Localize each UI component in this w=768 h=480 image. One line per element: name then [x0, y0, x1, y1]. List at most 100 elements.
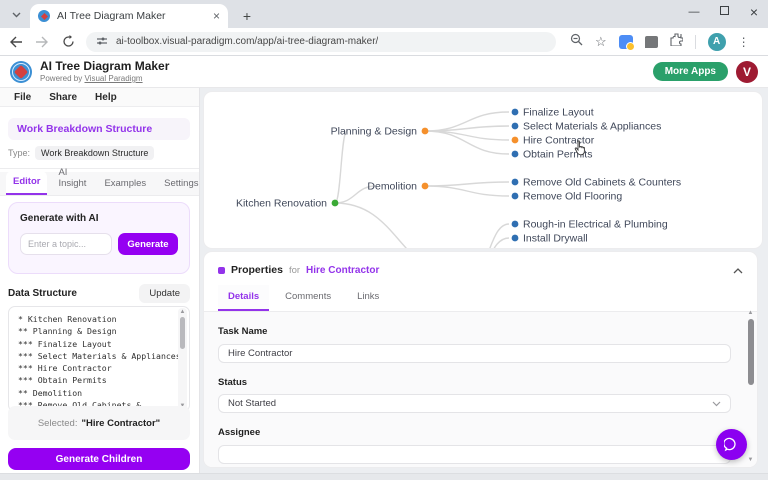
user-avatar[interactable]: V [736, 60, 758, 83]
tree-node-label[interactable]: Remove Old Flooring [523, 191, 622, 203]
app-title: AI Tree Diagram Maker [40, 59, 170, 74]
tree-node-label[interactable]: Demolition [367, 181, 417, 193]
assignee-input[interactable] [218, 445, 731, 464]
extension-blue-icon[interactable] [618, 34, 635, 51]
window-maximize-icon[interactable] [718, 6, 730, 18]
type-row: Type: Work Breakdown Structure [8, 146, 155, 160]
tab-links[interactable]: Links [357, 291, 380, 302]
divider [0, 168, 199, 169]
tree-node-dot[interactable] [511, 234, 519, 242]
tab-ai-insight[interactable]: AI Insight [58, 167, 87, 189]
bookmark-star-icon[interactable]: ☆ [595, 34, 607, 49]
tree-node-dot[interactable] [421, 127, 429, 135]
tree-node-label[interactable]: Remove Old Cabinets & Counters [523, 177, 681, 189]
properties-scrollbar[interactable]: ▲ ▼ [746, 310, 755, 463]
tree-node-label[interactable]: Select Materials & Appliances [523, 121, 661, 133]
tree-node-dot[interactable] [511, 192, 519, 200]
generate-button[interactable]: Generate [118, 233, 178, 255]
tree-node-label[interactable]: Obtain Permits [523, 149, 592, 161]
data-line: *** Hire Contractor [18, 363, 112, 374]
properties-bullet-icon [218, 266, 225, 274]
tree-node-dot[interactable] [331, 199, 339, 207]
tree-node-dot[interactable] [511, 122, 519, 130]
window-close-icon[interactable]: × [749, 4, 759, 20]
new-tab-button[interactable]: + [242, 8, 252, 24]
browser-menu-icon[interactable]: ⋮ [737, 34, 750, 49]
tab-list-chevron-icon[interactable] [6, 6, 26, 23]
window-minimize-icon[interactable]: — [688, 6, 700, 18]
data-line: * Kitchen Renovation [18, 314, 117, 324]
data-structure-label: Data Structure [8, 288, 77, 299]
address-bar[interactable]: ai-toolbox.visual-paradigm.com/app/ai-tr… [86, 31, 556, 52]
collapse-chevron-icon[interactable] [733, 261, 743, 279]
tab-comments[interactable]: Comments [285, 291, 332, 302]
tab-settings[interactable]: Settings [164, 178, 199, 189]
extension-grey-icon[interactable] [644, 35, 658, 48]
data-line: *** Remove Old Cabinets & [18, 399, 177, 411]
powered-by: Powered by Visual Paradigm [40, 74, 169, 83]
tree-node-label[interactable]: Hire Contractor [523, 135, 595, 147]
menu-share[interactable]: Share [49, 91, 78, 103]
menu-help[interactable]: Help [95, 91, 117, 103]
type-label: Type: [8, 148, 31, 158]
back-icon[interactable] [8, 34, 24, 50]
properties-header: Properties for Hire Contractor [204, 252, 757, 283]
tree-node-dot[interactable] [511, 108, 519, 116]
task-name-input[interactable] [218, 344, 731, 363]
type-value: Work Breakdown Structure [35, 146, 155, 160]
tree-node-label[interactable]: Planning & Design [331, 126, 418, 138]
browser-toolbar: ai-toolbox.visual-paradigm.com/app/ai-tr… [0, 28, 768, 56]
properties-panel: Properties for Hire Contractor Details C… [204, 252, 757, 467]
status-value: Not Started [228, 398, 277, 409]
properties-form: Task Name Status Not Started Assignee [204, 312, 757, 467]
scrollbar-thumb[interactable] [180, 317, 185, 349]
properties-target: Hire Contractor [306, 264, 380, 276]
chat-fab-button[interactable] [716, 429, 747, 460]
site-settings-icon[interactable] [96, 33, 108, 51]
forward-icon[interactable] [34, 34, 50, 50]
document-title[interactable]: Work Breakdown Structure [8, 118, 190, 140]
browser-tab-strip: AI Tree Diagram Maker × + — × [0, 0, 768, 28]
tree-node-dot[interactable] [511, 136, 519, 144]
tree-node-label[interactable]: Install Drywall [523, 233, 588, 245]
reload-icon[interactable] [60, 34, 76, 50]
scrollbar-thumb[interactable] [747, 319, 754, 385]
zoom-out-icon[interactable] [570, 33, 583, 51]
browser-tab[interactable]: AI Tree Diagram Maker × [30, 4, 228, 28]
tree-node-label[interactable]: Finalize Layout [523, 107, 594, 119]
tree-node-label[interactable]: Rough-in Electrical & Plumbing [523, 219, 668, 231]
chat-bubble-icon [724, 437, 736, 452]
window-controls: — × [688, 4, 760, 20]
data-line: *** Obtain Permits [18, 375, 107, 386]
task-name-label: Task Name [218, 326, 268, 337]
visual-paradigm-link[interactable]: Visual Paradigm [84, 73, 143, 83]
tab-details[interactable]: Details [218, 285, 270, 311]
scroll-up-icon[interactable]: ▲ [747, 310, 754, 316]
tree-node-label[interactable]: Kitchen Renovation [236, 198, 327, 210]
tree-node-dot[interactable] [421, 182, 429, 190]
app-header: AI Tree Diagram Maker Powered by Visual … [0, 56, 768, 88]
generate-children-button[interactable]: Generate Children [8, 448, 190, 470]
tree-diagram: Kitchen Renovation Planning & Design Demol… [236, 107, 681, 248]
menu-file[interactable]: File [14, 91, 32, 103]
chevron-down-icon [712, 401, 721, 406]
tree-node-dot[interactable] [511, 220, 519, 228]
tree-node-dot[interactable] [511, 150, 519, 158]
tree-node-dot[interactable] [511, 178, 519, 186]
scroll-down-icon[interactable]: ▼ [747, 457, 754, 463]
topic-input[interactable] [20, 233, 112, 255]
scroll-up-icon[interactable]: ▲ [179, 309, 186, 315]
tab-editor[interactable]: Editor [6, 171, 48, 195]
editor-scrollbar[interactable]: ▲ ▼ [178, 308, 187, 410]
extensions-puzzle-icon[interactable] [670, 32, 684, 51]
update-button[interactable]: Update [139, 284, 190, 303]
diagram-canvas[interactable]: Kitchen Renovation Planning & Design Demol… [204, 92, 762, 248]
more-apps-button[interactable]: More Apps [652, 62, 728, 81]
status-label: Status [218, 377, 248, 388]
data-structure-editor[interactable]: * Kitchen Renovation ** Planning & Desig… [8, 306, 190, 412]
browser-profile-avatar[interactable]: A [707, 32, 726, 51]
tab-close-icon[interactable]: × [212, 9, 220, 23]
tab-examples[interactable]: Examples [104, 178, 147, 189]
powered-prefix: Powered by [40, 73, 83, 83]
status-select[interactable]: Not Started [218, 394, 731, 413]
